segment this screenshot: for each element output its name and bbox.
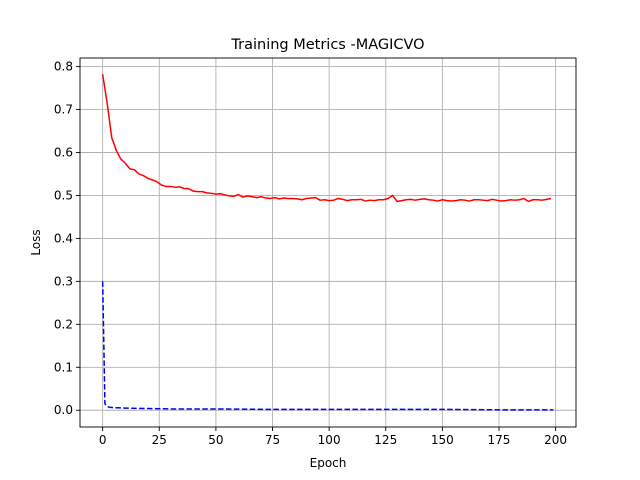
y-tick-label: 0.1: [54, 360, 73, 374]
x-tick-label: 0: [99, 433, 107, 447]
x-axis-label: Epoch: [310, 456, 347, 470]
y-tick-label: 0.7: [54, 103, 73, 117]
y-tick-label: 0.8: [54, 60, 73, 74]
series-line-2: [101, 281, 554, 411]
grid-layer: [80, 58, 576, 427]
series-layer: [101, 74, 554, 411]
x-tick-label: 150: [431, 433, 454, 447]
y-tick-label: 0.4: [54, 231, 73, 245]
y-tick-label: 0.0: [54, 403, 73, 417]
x-tick-label: 75: [265, 433, 280, 447]
y-tick-label: 0.6: [54, 146, 73, 160]
tick-layer: 0 25 50 75 100 125 150 175 200 0.0 0.1 0.2 0.3 0.4 0.5…: [54, 60, 567, 447]
y-tick-label: 0.3: [54, 274, 73, 288]
x-tick-label: 125: [374, 433, 397, 447]
chart-title: Training Metrics -MAGICVO: [230, 37, 424, 53]
x-tick-label: 50: [208, 433, 223, 447]
series-line-1: [101, 74, 552, 203]
y-axis-label: Loss: [29, 229, 43, 255]
plot-frame: [79, 57, 577, 428]
x-tick-label: 200: [544, 433, 567, 447]
y-tick-label: 0.2: [54, 317, 73, 331]
x-tick-label: 100: [318, 433, 341, 447]
x-tick-label: 25: [152, 433, 167, 447]
y-tick-label: 0.5: [54, 188, 73, 202]
x-tick-label: 175: [488, 433, 511, 447]
